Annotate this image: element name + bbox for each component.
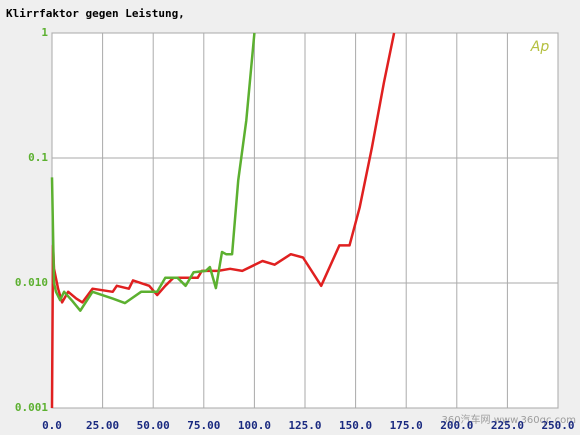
y-tick-label: 1 [41,26,48,39]
chart-title: Klirrfaktor gegen Leistung, [6,7,185,20]
logo: Ap [530,39,550,55]
x-tick-label: 50.00 [137,419,170,432]
watermark: 360汽车网 www.360qc.com [441,413,576,426]
y-tick-label: 0.010 [15,276,48,289]
x-tick-label: 200.0 [440,419,473,432]
x-tick-label: 125.0 [288,419,321,432]
x-tick-label: 225.0 [491,419,524,432]
x-tick-label: 25.00 [86,419,119,432]
x-tick-label: 0.0 [42,419,62,432]
x-tick-label: 100.0 [238,419,271,432]
y-tick-label: 0.1 [28,151,48,164]
x-tick-label: 75.00 [187,419,220,432]
x-tick-label: 250.0 [541,419,574,432]
data-line [50,32,256,312]
x-tick-label: 175.0 [390,419,423,432]
x-tick-label: 150.0 [339,419,372,432]
y-tick-label: 0.001 [15,401,48,414]
